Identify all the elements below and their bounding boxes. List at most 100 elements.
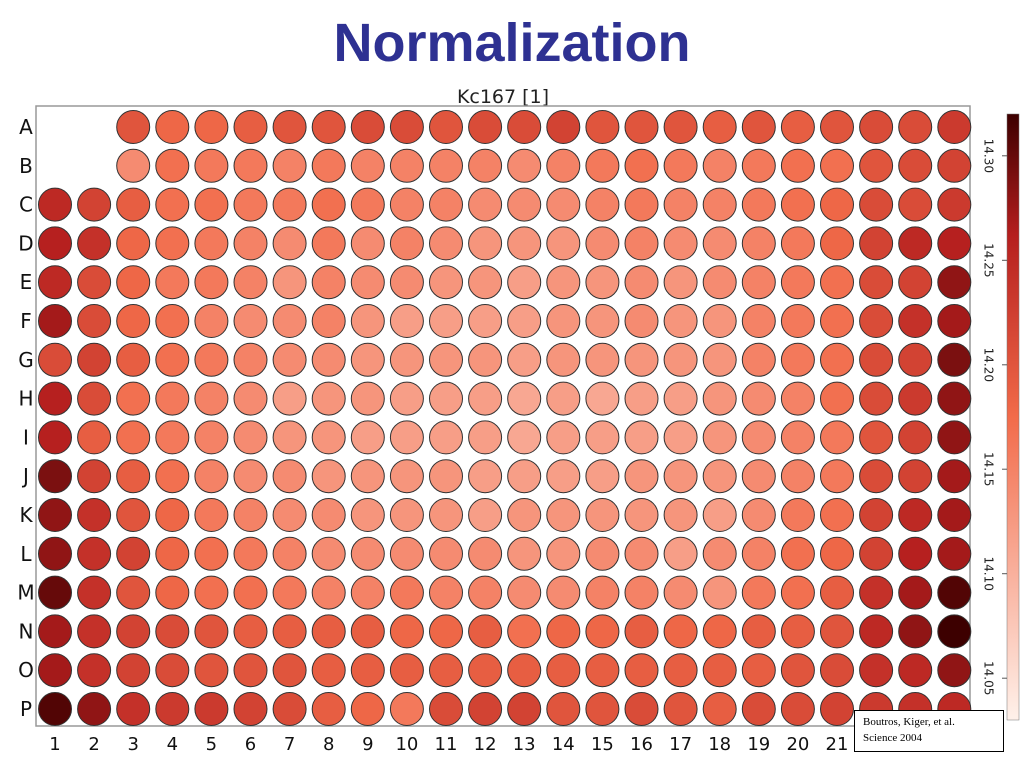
- column-label-9: 9: [362, 734, 373, 755]
- well-F5: [194, 304, 229, 338]
- well-G23: [898, 342, 933, 377]
- well-O4: [155, 653, 190, 688]
- well-N23: [898, 614, 933, 649]
- well-M21: [820, 575, 854, 610]
- well-N5: [194, 614, 229, 649]
- well-C3: [116, 187, 151, 222]
- well-P9: [350, 692, 385, 726]
- well-N4: [155, 614, 190, 649]
- well-L6: [233, 536, 268, 571]
- well-O21: [820, 653, 854, 688]
- well-C12: [468, 187, 503, 222]
- well-N16: [624, 614, 659, 649]
- row-label-E: E: [20, 270, 33, 294]
- well-M20: [780, 575, 815, 610]
- citation-line-2: Science 2004: [863, 732, 922, 744]
- well-A16: [624, 110, 659, 144]
- well-A19: [741, 110, 776, 144]
- well-K2: [77, 498, 112, 532]
- well-D10: [389, 226, 424, 261]
- well-B13: [507, 148, 542, 183]
- well-P15: [585, 692, 620, 726]
- well-J7: [272, 459, 307, 494]
- well-B16: [624, 148, 659, 183]
- well-G3: [116, 342, 151, 377]
- well-D12: [468, 226, 503, 261]
- well-C8: [311, 187, 346, 222]
- well-C4: [155, 187, 190, 222]
- well-A10: [389, 110, 424, 144]
- well-M15: [585, 575, 620, 610]
- well-J8: [311, 459, 346, 494]
- well-H14: [546, 381, 581, 416]
- well-K3: [116, 498, 151, 532]
- well-F8: [311, 304, 346, 338]
- well-I19: [741, 420, 776, 455]
- well-I13: [507, 420, 542, 455]
- well-J9: [350, 459, 385, 494]
- well-P10: [389, 692, 424, 726]
- well-J10: [389, 459, 424, 494]
- well-M19: [741, 575, 776, 610]
- column-label-5: 5: [206, 734, 217, 755]
- well-H21: [820, 381, 854, 416]
- well-N21: [820, 614, 854, 649]
- row-label-G: G: [18, 348, 34, 372]
- well-K1: [38, 498, 72, 532]
- well-K16: [624, 498, 659, 532]
- row-label-M: M: [17, 581, 34, 605]
- well-J20: [780, 459, 815, 494]
- well-B22: [859, 148, 894, 183]
- well-J24: [937, 459, 972, 494]
- well-D18: [702, 226, 737, 261]
- well-J14: [546, 459, 581, 494]
- well-P4: [155, 692, 190, 726]
- well-L17: [663, 536, 698, 571]
- well-G24: [937, 342, 972, 377]
- well-L14: [546, 536, 581, 571]
- well-P14: [546, 692, 581, 726]
- well-N8: [311, 614, 346, 649]
- well-A6: [233, 110, 268, 144]
- colorbar-ticks: 14.05 14.10 14.15 14.20 14.25 14.30: [982, 139, 1007, 695]
- well-E14: [546, 265, 581, 300]
- well-B15: [585, 148, 620, 183]
- well-D24: [937, 226, 972, 261]
- well-B8: [311, 148, 346, 183]
- plot-frame: [35, 105, 971, 727]
- well-O16: [624, 653, 659, 688]
- well-E2: [77, 265, 112, 300]
- well-B7: [272, 148, 307, 183]
- well-A14: [546, 110, 581, 144]
- well-E4: [155, 265, 190, 300]
- well-A21: [820, 110, 854, 144]
- well-B12: [468, 148, 503, 183]
- well-O20: [780, 653, 815, 688]
- well-L16: [624, 536, 659, 571]
- well-O18: [702, 653, 737, 688]
- well-B5: [194, 148, 229, 183]
- well-A20: [780, 110, 815, 144]
- well-G17: [663, 342, 698, 377]
- well-N7: [272, 614, 307, 649]
- well-G6: [233, 342, 268, 377]
- colorbar-tick-label: 14.25: [982, 243, 996, 277]
- column-label-7: 7: [284, 734, 295, 755]
- well-E6: [233, 265, 268, 300]
- well-O15: [585, 653, 620, 688]
- row-label-C: C: [19, 193, 33, 217]
- chart-title: Kc167 [1]: [457, 86, 549, 108]
- well-D13: [507, 226, 542, 261]
- well-G12: [468, 342, 503, 377]
- well-M11: [429, 575, 463, 610]
- well-E11: [429, 265, 463, 300]
- well-J4: [155, 459, 190, 494]
- well-C7: [272, 187, 307, 222]
- well-B3: [116, 148, 151, 183]
- well-M14: [546, 575, 581, 610]
- well-H17: [663, 381, 698, 416]
- well-A23: [898, 110, 933, 144]
- column-labels: 123456789101112131415161718192021222324: [49, 734, 965, 755]
- well-L22: [859, 536, 894, 571]
